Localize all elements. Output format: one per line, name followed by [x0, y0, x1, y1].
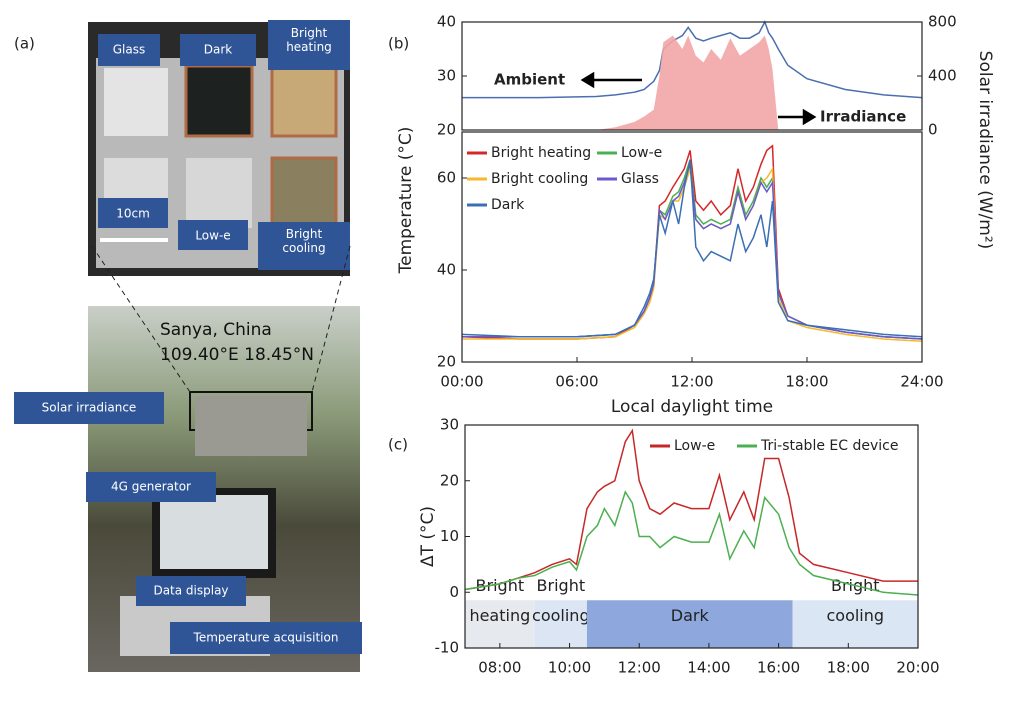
band-label: Bright	[537, 576, 586, 595]
site-coords: 109.40°E 18.45°N	[160, 345, 314, 365]
x-tick-label: 08:00	[478, 659, 521, 677]
x-tick-label: 06:00	[555, 373, 598, 391]
x-tick-label: 12:00	[670, 373, 713, 391]
y2-axis-title: Solar irradiance (W/m²)	[975, 51, 995, 250]
legend-label: Tri-stable EC device	[760, 438, 898, 454]
callout: Data display	[153, 584, 228, 598]
arrow	[580, 71, 642, 89]
legend-label: Glass	[621, 171, 659, 187]
y2-tick-label: 400	[928, 67, 957, 85]
panel-label: (b)	[388, 35, 409, 53]
x-tick-label: 20:00	[896, 659, 939, 677]
annotation: Ambient	[494, 71, 565, 89]
line	[464, 490, 919, 596]
y2-tick-label: 800	[928, 13, 957, 31]
y-tick-label: 40	[437, 261, 456, 279]
x-tick-label: 12:00	[618, 659, 661, 677]
cell-labels: Glass Dark Bright heating 10cm Low-e Bri…	[98, 20, 350, 270]
callout: 4G generator	[111, 480, 191, 494]
y-axis-title: Temperature (°C)	[396, 127, 416, 275]
mode-band	[792, 600, 918, 648]
y-axis-title: ΔT (°C)	[418, 506, 438, 567]
site-location: Sanya, China	[160, 320, 272, 340]
y-tick-label: 20	[440, 471, 459, 489]
cell-label: Dark	[204, 43, 233, 57]
y-tick-label: 30	[440, 416, 459, 434]
cell-label: Glass	[113, 43, 146, 57]
x-tick-label: 18:00	[827, 659, 870, 677]
callout: Temperature acquisition	[193, 631, 339, 645]
site-photo: Sanya, China 109.40°E 18.45°N Solar irra…	[14, 245, 362, 672]
y-tick-label: -10	[435, 639, 460, 657]
cell-label: Bright cooling	[282, 227, 326, 255]
panel-label: (a)	[14, 35, 35, 53]
y-tick-label: 0	[449, 583, 459, 601]
x-tick-label: 14:00	[687, 659, 730, 677]
band-label: Dark	[671, 606, 710, 625]
callout: Solar irradiance	[42, 401, 137, 415]
arrow	[778, 108, 817, 126]
y-tick-label: 30	[437, 67, 456, 85]
band-label: heating	[469, 606, 530, 625]
legend-label: Bright heating	[491, 145, 591, 161]
mode-band	[586, 600, 793, 648]
legend-label: Dark	[491, 197, 525, 213]
legend-label: Low-e	[621, 145, 662, 161]
line	[461, 159, 923, 338]
x-tick-label: 10:00	[548, 659, 591, 677]
x-tick-label: 24:00	[900, 373, 943, 391]
scale-label: 10cm	[116, 207, 150, 221]
panel-label: (c)	[388, 436, 408, 454]
y-tick-label: 40	[437, 13, 456, 31]
cell-label: Bright heating	[286, 26, 332, 54]
annotation: Irradiance	[820, 108, 906, 126]
legend-label: Bright cooling	[491, 171, 588, 187]
line	[464, 428, 918, 591]
x-tick-label: 16:00	[757, 659, 800, 677]
mode-band	[534, 600, 587, 648]
cell-label: Low-e	[195, 229, 230, 243]
y-tick-label: 20	[437, 353, 456, 371]
x-axis-title: Local daylight time	[611, 397, 773, 417]
y-tick-label: 60	[437, 169, 456, 187]
area	[462, 35, 922, 130]
legend-label: Low-e	[674, 438, 715, 454]
line	[462, 20, 923, 99]
y-tick-label: 20	[437, 121, 456, 139]
x-tick-label: 18:00	[785, 373, 828, 391]
y2-tick-label: 0	[928, 121, 938, 139]
x-tick-label: 00:00	[440, 373, 483, 391]
y-tick-label: 10	[440, 527, 459, 545]
band-label: cooling	[532, 606, 590, 625]
mode-band	[465, 600, 535, 648]
band-label: cooling	[826, 606, 884, 625]
